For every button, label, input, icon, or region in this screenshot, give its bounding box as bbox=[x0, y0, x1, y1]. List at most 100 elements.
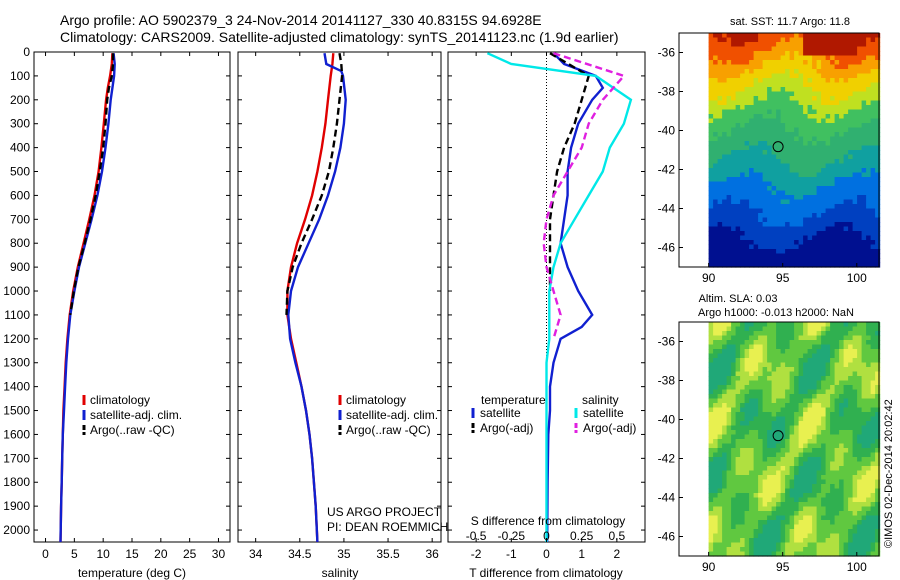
heatmap-cell bbox=[848, 168, 854, 174]
heatmap-cell bbox=[708, 434, 714, 440]
heatmap-cell bbox=[816, 168, 822, 174]
heatmap-cell bbox=[821, 217, 827, 223]
heatmap-cell bbox=[749, 439, 755, 445]
heatmap-cell bbox=[708, 226, 714, 232]
heatmap-cell bbox=[749, 488, 755, 494]
heatmap-cell bbox=[717, 376, 723, 382]
heatmap-cell bbox=[731, 358, 737, 364]
heatmap-cell bbox=[843, 394, 849, 400]
heatmap-cell bbox=[825, 145, 831, 151]
heatmap-cell bbox=[866, 127, 872, 133]
heatmap-cell bbox=[848, 344, 854, 350]
heatmap-cell bbox=[722, 407, 728, 413]
heatmap-cell bbox=[767, 497, 773, 503]
heatmap-cell bbox=[803, 244, 809, 250]
heatmap-cell bbox=[740, 208, 746, 214]
heatmap-cell bbox=[758, 222, 764, 228]
heatmap-cell bbox=[708, 475, 714, 481]
heatmap-cell bbox=[735, 69, 741, 75]
heatmap-cell bbox=[798, 258, 804, 264]
top-x-tick-label: 0.25 bbox=[570, 529, 594, 543]
heatmap-cell bbox=[762, 208, 768, 214]
heatmap-cell bbox=[834, 389, 840, 395]
heatmap-cell bbox=[839, 145, 845, 151]
heatmap-cell bbox=[821, 412, 827, 418]
heatmap-cell bbox=[848, 407, 854, 413]
heatmap-cell bbox=[852, 217, 858, 223]
heatmap-cell bbox=[726, 199, 732, 205]
heatmap-cell bbox=[803, 349, 809, 355]
heatmap-cell bbox=[771, 403, 777, 409]
heatmap-cell bbox=[731, 222, 737, 228]
series-line-argo-raw-qc- bbox=[285, 53, 344, 315]
heatmap-cell bbox=[722, 168, 728, 174]
heatmap-cell bbox=[816, 208, 822, 214]
heatmap-cell bbox=[825, 511, 831, 517]
heatmap-cell bbox=[740, 186, 746, 192]
heatmap-cell bbox=[807, 262, 813, 268]
heatmap-cell bbox=[812, 60, 818, 66]
heatmap-cell bbox=[762, 340, 768, 346]
heatmap-cell bbox=[852, 394, 858, 400]
heatmap-cell bbox=[749, 105, 755, 111]
heatmap-cell bbox=[749, 109, 755, 115]
heatmap-cell bbox=[843, 340, 849, 346]
heatmap-cell bbox=[830, 524, 836, 530]
heatmap-cell bbox=[713, 326, 719, 332]
heatmap-cell bbox=[749, 349, 755, 355]
heatmap-cell bbox=[843, 105, 849, 111]
heatmap-cell bbox=[848, 470, 854, 476]
heatmap-cell bbox=[803, 123, 809, 129]
heatmap-cell bbox=[744, 204, 750, 210]
heatmap-cell bbox=[740, 190, 746, 196]
heatmap-cell bbox=[789, 547, 795, 553]
heatmap-cell bbox=[807, 479, 813, 485]
heatmap-cell bbox=[807, 217, 813, 223]
heatmap-cell bbox=[722, 235, 728, 241]
heatmap-cell bbox=[798, 82, 804, 88]
heatmap-cell bbox=[857, 217, 863, 223]
heatmap-cell bbox=[875, 60, 881, 66]
heatmap-cell bbox=[843, 226, 849, 232]
heatmap-cell bbox=[803, 425, 809, 431]
heatmap-cell bbox=[767, 73, 773, 79]
heatmap-cell bbox=[708, 358, 714, 364]
heatmap-cell bbox=[870, 425, 876, 431]
heatmap-cell bbox=[771, 222, 777, 228]
heatmap-cell bbox=[762, 407, 768, 413]
heatmap-cell bbox=[740, 159, 746, 165]
heatmap-cell bbox=[735, 100, 741, 106]
heatmap-cell bbox=[834, 502, 840, 508]
heatmap-cell bbox=[749, 551, 755, 557]
map-y-tick-label: -36 bbox=[658, 335, 676, 349]
heatmap-cell bbox=[861, 96, 867, 102]
heatmap-cell bbox=[816, 353, 822, 359]
heatmap-cell bbox=[758, 457, 764, 463]
heatmap-cell bbox=[866, 136, 872, 142]
heatmap-cell bbox=[839, 253, 845, 259]
heatmap-cell bbox=[843, 159, 849, 165]
heatmap-cell bbox=[798, 344, 804, 350]
heatmap-cell bbox=[875, 448, 881, 454]
heatmap-cell bbox=[789, 114, 795, 120]
heatmap-cell bbox=[717, 46, 723, 52]
heatmap-cell bbox=[857, 123, 863, 129]
heatmap-cell bbox=[839, 335, 845, 341]
heatmap-cell bbox=[776, 172, 782, 178]
heatmap-cell bbox=[834, 258, 840, 264]
heatmap-cell bbox=[812, 168, 818, 174]
x-tick-label: 34.5 bbox=[288, 547, 312, 561]
heatmap-cell bbox=[839, 258, 845, 264]
heatmap-cell bbox=[758, 181, 764, 187]
heatmap-cell bbox=[861, 258, 867, 264]
heatmap-cell bbox=[794, 443, 800, 449]
heatmap-cell bbox=[857, 497, 863, 503]
heatmap-cell bbox=[753, 64, 759, 70]
heatmap-cell bbox=[735, 64, 741, 70]
heatmap-cell bbox=[839, 64, 845, 70]
heatmap-cell bbox=[771, 132, 777, 138]
heatmap-cell bbox=[798, 367, 804, 373]
heatmap-cell bbox=[789, 515, 795, 521]
heatmap-cell bbox=[731, 331, 737, 337]
heatmap-cell bbox=[744, 199, 750, 205]
